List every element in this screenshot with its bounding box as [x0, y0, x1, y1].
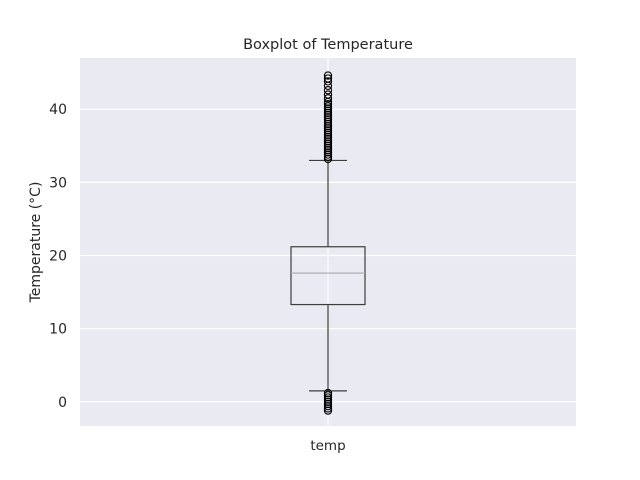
- outlier-point: [323, 115, 333, 124]
- outlier-point: [323, 402, 333, 411]
- outlier-point: [323, 154, 333, 164]
- outlier-point: [323, 90, 333, 99]
- outlier-point: [323, 126, 333, 135]
- y-tick-labels: 0 10 20 30 40: [49, 102, 67, 411]
- outlier-point: [323, 71, 333, 80]
- outlier-point: [323, 77, 333, 86]
- x-tick-labels: temp: [310, 438, 345, 454]
- outlier-point: [323, 406, 333, 415]
- iqr-box: [290, 246, 366, 306]
- outlier-point: [323, 137, 333, 146]
- outlier-point: [323, 124, 333, 133]
- outlier-point: [323, 86, 333, 95]
- y-tick-label: 20: [49, 249, 67, 265]
- y-tick-label: 30: [49, 175, 67, 191]
- outlier-point: [323, 130, 333, 139]
- outlier-point: [323, 119, 333, 128]
- y-tick-label: 10: [49, 322, 67, 338]
- outlier-point: [323, 143, 333, 153]
- outlier-point: [323, 393, 333, 402]
- outlier-point: [323, 106, 333, 115]
- y-tick-label: 0: [58, 395, 67, 411]
- outlier-point: [323, 104, 333, 113]
- outlier-point: [323, 121, 333, 131]
- outlier-point: [323, 146, 333, 155]
- outlier-point: [323, 399, 333, 409]
- x-tick-label: temp: [310, 438, 345, 454]
- outlier-point: [323, 128, 333, 137]
- chart-title: Boxplot of Temperature: [243, 37, 413, 53]
- outlier-point: [323, 139, 333, 148]
- outlier-point: [323, 141, 333, 150]
- y-axis-label: Temperature (°C): [28, 182, 44, 304]
- outlier-point: [323, 113, 333, 122]
- outlier-point: [323, 132, 333, 142]
- outlier-point: [323, 110, 333, 120]
- boxplot-temp: [290, 71, 366, 415]
- outlier-point: [323, 404, 333, 413]
- outlier-point: [323, 99, 333, 109]
- y-tick-label: 40: [49, 102, 67, 118]
- outlier-point: [323, 108, 333, 118]
- outlier-point: [323, 117, 333, 126]
- outlier-point: [323, 152, 333, 161]
- outlier-point: [323, 391, 333, 400]
- outlier-point: [323, 150, 333, 159]
- outlier-point: [323, 94, 333, 103]
- outlier-point: [323, 395, 333, 404]
- outlier-point: [323, 74, 333, 83]
- outlier-point: [323, 148, 333, 157]
- outlier-point: [323, 102, 333, 111]
- outlier-point: [323, 388, 333, 398]
- outlier-point: [323, 397, 333, 407]
- outlier-point: [323, 135, 333, 144]
